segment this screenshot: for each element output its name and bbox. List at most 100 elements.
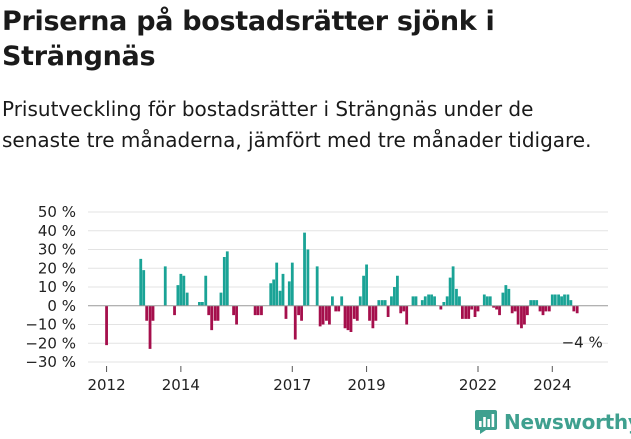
bar — [331, 296, 334, 306]
bar — [547, 305, 551, 312]
bar — [272, 279, 276, 306]
bar — [377, 300, 381, 306]
bar — [430, 294, 433, 306]
bar — [303, 232, 306, 306]
bar — [529, 300, 533, 306]
bar — [352, 305, 356, 319]
bar — [358, 296, 362, 306]
bar — [337, 305, 341, 312]
bar — [380, 300, 384, 306]
bar — [396, 275, 399, 306]
bar — [210, 305, 214, 331]
page-title: Priserna på bostadsrätter sjönk i Sträng… — [2, 6, 495, 72]
y-tick-label: −20 % — [25, 334, 76, 352]
bar — [461, 305, 464, 319]
bar — [439, 305, 443, 310]
bar — [553, 294, 557, 306]
y-tick-label: 20 % — [38, 259, 76, 277]
bar — [343, 305, 347, 329]
bar — [501, 292, 505, 306]
bar — [402, 305, 406, 312]
bar — [498, 305, 501, 316]
bar — [173, 305, 176, 316]
bar — [201, 302, 204, 306]
x-tick-label: 2017 — [273, 376, 311, 394]
bar — [541, 305, 545, 316]
bar — [550, 294, 554, 306]
bar — [306, 249, 310, 306]
bar — [148, 305, 152, 349]
bar — [566, 294, 570, 306]
y-tick-label: 40 % — [38, 222, 76, 240]
bar — [386, 305, 390, 317]
bar — [142, 270, 146, 306]
bar — [287, 281, 291, 306]
bar — [253, 305, 257, 316]
bar — [414, 296, 418, 306]
bar — [516, 305, 520, 325]
bar — [163, 266, 167, 306]
bar — [504, 285, 508, 306]
bar — [523, 305, 526, 325]
bar — [445, 296, 449, 306]
brand-name: Newsworthy — [504, 410, 631, 434]
x-tick-label: 2014 — [162, 376, 200, 394]
bar — [526, 305, 529, 316]
bar — [451, 266, 455, 306]
bar — [176, 285, 180, 306]
bar — [572, 305, 576, 312]
bar — [355, 305, 359, 321]
bar — [476, 305, 480, 312]
bar — [544, 305, 548, 312]
bar — [458, 296, 461, 306]
chart-bars — [105, 232, 579, 349]
bar — [535, 300, 539, 306]
bar — [151, 305, 155, 321]
bar — [219, 292, 223, 306]
x-tick-label: 2022 — [459, 376, 497, 394]
x-tick-label: 2024 — [533, 376, 571, 394]
bar — [260, 305, 263, 316]
bar — [374, 305, 378, 321]
x-tick-label: 2019 — [347, 376, 385, 394]
bar — [235, 305, 238, 325]
bar — [482, 294, 486, 306]
newsworthy-logo-icon — [475, 410, 497, 434]
y-tick-label: 10 % — [38, 278, 76, 296]
bar — [256, 305, 260, 316]
bar — [284, 305, 288, 319]
bar — [334, 305, 338, 312]
bar — [473, 305, 477, 317]
bar — [405, 305, 409, 325]
bar — [569, 300, 573, 306]
bar — [420, 300, 424, 306]
bar — [560, 296, 563, 306]
bar — [467, 305, 471, 319]
bar — [557, 294, 560, 306]
bar — [281, 273, 285, 306]
bar — [222, 257, 226, 306]
bar — [507, 288, 511, 306]
bar — [433, 296, 436, 306]
bar — [216, 305, 220, 321]
bar — [563, 294, 566, 306]
y-tick-label: −30 % — [25, 353, 76, 371]
bar — [145, 305, 149, 321]
bar — [390, 296, 393, 306]
bar — [340, 296, 344, 306]
bar — [448, 277, 452, 306]
brand-footer[interactable]: Newsworthy — [474, 407, 631, 437]
bar — [204, 275, 208, 306]
bar — [318, 305, 322, 327]
bar — [325, 305, 328, 321]
bar — [510, 305, 514, 314]
bar — [393, 287, 396, 306]
bar — [349, 305, 353, 332]
bar — [207, 305, 211, 316]
bar — [464, 305, 468, 319]
bar — [411, 296, 415, 306]
bar — [225, 251, 229, 306]
bar — [269, 283, 273, 306]
bar — [297, 305, 300, 316]
bar — [368, 305, 371, 321]
